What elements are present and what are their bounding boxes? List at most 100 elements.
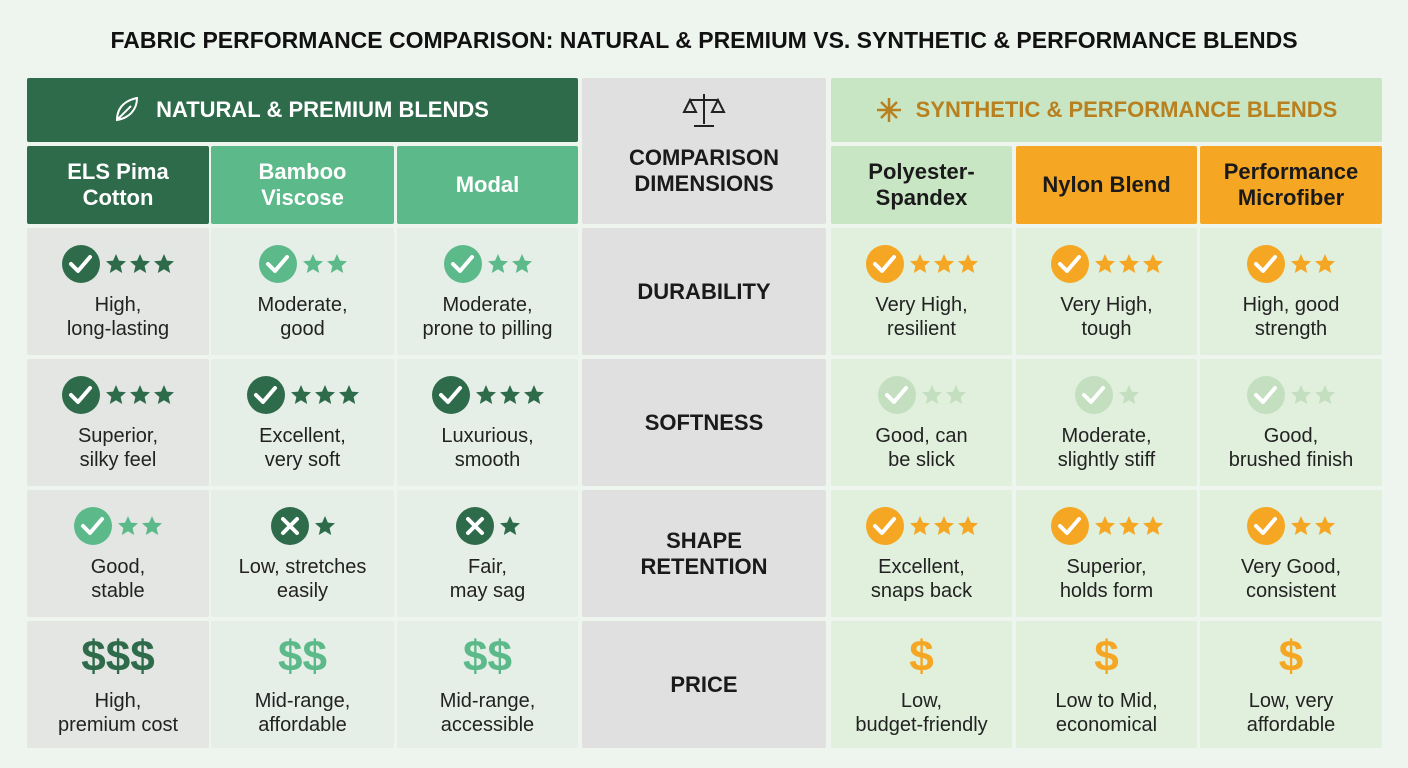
- status-icon: [246, 375, 285, 414]
- rating: [865, 244, 978, 283]
- dimension-label: DURABILITY: [582, 228, 826, 355]
- status-icon: [258, 244, 297, 283]
- stars: [1094, 515, 1163, 535]
- price-symbol: $$: [463, 631, 512, 681]
- status-icon: [1050, 506, 1089, 545]
- column-header: Performance Microfiber: [1200, 146, 1382, 224]
- cell-text: Luxurious, smooth: [441, 424, 534, 471]
- cell-text: Mid-range, accessible: [439, 689, 536, 736]
- rating: [877, 375, 966, 414]
- group-title: NATURAL & PREMIUM BLENDS: [156, 97, 489, 122]
- dimension-label: SOFTNESS: [582, 359, 826, 486]
- rating: [62, 244, 174, 283]
- cell: Very High, resilient: [831, 228, 1012, 355]
- rating: [1247, 375, 1335, 414]
- dimension-label: SHAPE RETENTION: [582, 490, 826, 617]
- cell-text: Good, brushed finish: [1228, 424, 1354, 471]
- cell: Excellent, very soft: [211, 359, 394, 486]
- column-header: Polyester- Spandex: [831, 146, 1012, 224]
- cell: Very High, tough: [1016, 228, 1197, 355]
- rating: [1050, 506, 1163, 545]
- cell: Fair, may sag: [397, 490, 578, 617]
- stars: [1118, 384, 1139, 404]
- status-icon: [455, 506, 494, 545]
- group-header: NATURAL & PREMIUM BLENDS: [27, 78, 578, 142]
- cell-text: Superior, holds form: [1059, 555, 1154, 602]
- stars: [106, 253, 174, 273]
- cell: $ Low to Mid, economical: [1016, 621, 1197, 748]
- cell: Very Good, consistent: [1200, 490, 1382, 617]
- status-icon: [1074, 375, 1113, 414]
- rating: [1050, 244, 1163, 283]
- stars: [1291, 515, 1335, 535]
- group-header: SYNTHETIC & PERFORMANCE BLENDS: [831, 78, 1382, 142]
- rating: [455, 506, 520, 545]
- rating: [1247, 506, 1335, 545]
- cell: Superior, holds form: [1016, 490, 1197, 617]
- cell-text: Excellent, snaps back: [870, 555, 973, 602]
- cell: High, good strength: [1200, 228, 1382, 355]
- group-icon: [876, 98, 901, 122]
- cell-text: Moderate, good: [257, 293, 348, 340]
- status-icon: [1050, 244, 1089, 283]
- cell-text: Very Good, consistent: [1240, 555, 1342, 602]
- cell: Good, brushed finish: [1200, 359, 1382, 486]
- status-icon: [270, 506, 309, 545]
- stars: [290, 384, 359, 404]
- rating: [62, 375, 174, 414]
- cell-text: High, premium cost: [57, 689, 179, 736]
- price-symbol: $$: [278, 631, 327, 681]
- cell: $$$ High, premium cost: [27, 621, 209, 748]
- scale-icon: [682, 94, 726, 127]
- rating: [258, 244, 347, 283]
- cell: Low, stretches easily: [211, 490, 394, 617]
- cell: Good, stable: [27, 490, 209, 617]
- stars: [475, 384, 544, 404]
- cell-text: Superior, silky feel: [77, 424, 159, 471]
- status-icon: [877, 375, 916, 414]
- price-symbol: $: [1094, 631, 1119, 681]
- status-icon: [865, 506, 904, 545]
- column-header: Bamboo Viscose: [211, 146, 394, 224]
- stars: [499, 515, 520, 535]
- rating: [74, 506, 162, 545]
- stars: [921, 384, 966, 404]
- cell: High, long-lasting: [27, 228, 209, 355]
- stars: [909, 253, 978, 273]
- cell: Excellent, snaps back: [831, 490, 1012, 617]
- cell-text: Low, stretches easily: [238, 555, 367, 602]
- column-header: ELS Pima Cotton: [27, 146, 209, 224]
- status-icon: [443, 244, 482, 283]
- cell-text: Fair, may sag: [449, 555, 526, 602]
- price-symbol: $$$: [81, 631, 155, 681]
- cell-text: Very High, resilient: [875, 293, 968, 340]
- stars: [487, 253, 532, 273]
- group-icon: [116, 97, 139, 122]
- status-icon: [1247, 506, 1285, 545]
- cell-text: Good, can be slick: [875, 424, 968, 471]
- stars: [1291, 253, 1335, 273]
- stars: [302, 253, 347, 273]
- cell-text: Low, very affordable: [1246, 689, 1336, 736]
- status-icon: [62, 244, 100, 283]
- cell: $ Low, very affordable: [1200, 621, 1382, 748]
- rating: [431, 375, 544, 414]
- cell: $$ Mid-range, accessible: [397, 621, 578, 748]
- cell-text: Excellent, very soft: [259, 424, 346, 471]
- cell: $ Low, budget-friendly: [831, 621, 1012, 748]
- cell-text: High, good strength: [1242, 293, 1340, 340]
- cell-text: Very High, tough: [1060, 293, 1153, 340]
- title: FABRIC PERFORMANCE COMPARISON: NATURAL &…: [110, 26, 1298, 53]
- rating: [1247, 244, 1335, 283]
- rating: [443, 244, 532, 283]
- cell: Good, can be slick: [831, 359, 1012, 486]
- rating: [270, 506, 335, 545]
- status-icon: [74, 506, 112, 545]
- stars: [909, 515, 978, 535]
- rating: [246, 375, 359, 414]
- status-icon: [865, 244, 904, 283]
- stars: [1291, 384, 1335, 404]
- cell: Superior, silky feel: [27, 359, 209, 486]
- stars: [1094, 253, 1163, 273]
- cell: Moderate, good: [211, 228, 394, 355]
